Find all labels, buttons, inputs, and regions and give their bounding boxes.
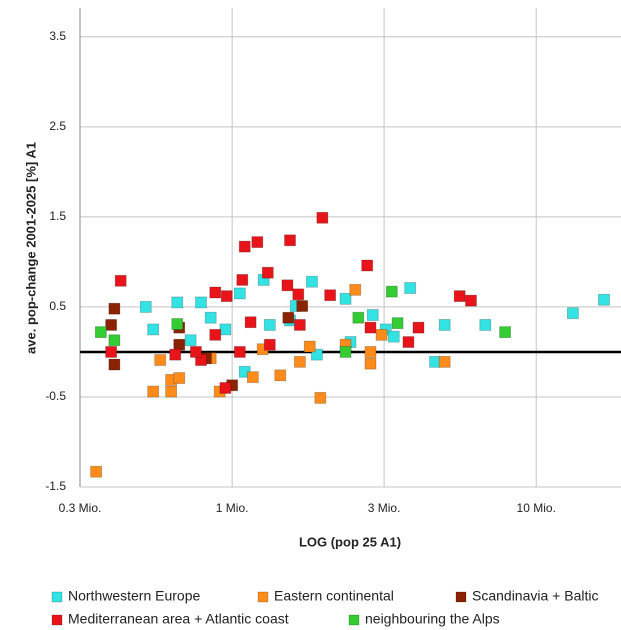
point — [219, 382, 232, 394]
point — [339, 346, 352, 358]
point — [209, 286, 222, 299]
point — [169, 348, 182, 361]
point — [324, 289, 337, 302]
legend-marker — [257, 591, 269, 603]
point — [139, 301, 152, 313]
point — [385, 285, 398, 298]
point — [147, 385, 160, 398]
legend-label: Northwestern Europe — [68, 588, 201, 604]
point — [281, 279, 294, 292]
point — [108, 358, 121, 371]
point — [284, 234, 296, 247]
point — [195, 296, 207, 309]
point — [233, 287, 246, 300]
point — [438, 319, 451, 331]
point — [209, 328, 222, 341]
point — [402, 336, 415, 348]
point — [282, 311, 295, 324]
point — [173, 372, 186, 384]
point — [387, 330, 400, 343]
x-axis-title: LOG (pop 25 A1) — [299, 534, 401, 549]
point — [244, 316, 257, 329]
point — [566, 307, 579, 320]
point — [465, 294, 477, 307]
point — [352, 311, 365, 324]
point — [261, 266, 274, 279]
point — [219, 323, 232, 336]
legend-marker — [348, 614, 360, 626]
point — [366, 309, 379, 321]
point — [292, 288, 305, 301]
point — [184, 334, 197, 347]
point — [339, 292, 352, 305]
point — [391, 317, 404, 330]
point — [108, 334, 121, 347]
legend-marker — [455, 591, 467, 603]
point — [314, 391, 327, 404]
point — [293, 355, 306, 368]
point — [90, 465, 103, 478]
legend-label: neighbouring the Alps — [365, 611, 500, 627]
point — [404, 282, 417, 294]
y-tick-label: 3.5 — [49, 29, 66, 43]
point — [165, 385, 178, 398]
point — [171, 296, 184, 309]
x-tick-label: 1 Mio. — [216, 501, 249, 515]
point — [236, 274, 249, 286]
x-tick-label: 0.3 Mio. — [59, 501, 102, 515]
point — [296, 300, 309, 312]
point — [238, 240, 251, 253]
x-tick-label: 10 Mio. — [517, 501, 556, 515]
legend-marker — [51, 614, 63, 626]
point — [453, 290, 466, 303]
point — [349, 283, 362, 296]
y-tick-label: -0.5 — [45, 389, 66, 403]
x-tick-label: 3 Mio. — [368, 501, 401, 515]
point — [364, 346, 377, 358]
point — [412, 321, 425, 334]
point — [189, 346, 202, 358]
point — [263, 338, 276, 351]
legend-label: Eastern continental — [274, 588, 394, 604]
point — [438, 355, 451, 368]
y-tick-label: -1.5 — [45, 479, 66, 493]
y-axis-title: ave. pop-change 2001-2025 [%] A1 — [23, 142, 38, 354]
point — [94, 326, 107, 339]
point — [364, 357, 377, 370]
point — [316, 211, 329, 224]
point — [499, 326, 512, 339]
point — [171, 318, 184, 330]
legend-label: Mediterranean area + Atlantic coast — [68, 611, 289, 627]
point — [220, 290, 233, 303]
point — [306, 275, 318, 288]
point — [361, 259, 374, 272]
y-tick-label: 0.5 — [49, 299, 66, 313]
y-tick-label: 2.5 — [49, 119, 66, 133]
point — [479, 319, 492, 331]
point — [147, 323, 160, 336]
point — [251, 236, 264, 248]
y-tick-label: 1.5 — [49, 209, 66, 223]
point — [375, 328, 388, 341]
point — [274, 369, 287, 382]
legend-marker — [51, 591, 63, 603]
point — [303, 340, 316, 353]
point — [154, 354, 167, 366]
point — [105, 319, 118, 331]
point — [114, 274, 127, 287]
point — [246, 371, 259, 384]
legend-label: Scandinavia + Baltic — [472, 588, 598, 604]
point — [364, 321, 377, 334]
point — [173, 338, 186, 351]
point — [108, 302, 121, 315]
point — [311, 348, 323, 361]
point — [105, 346, 118, 358]
point — [233, 346, 246, 358]
point — [598, 293, 610, 306]
point — [204, 311, 217, 324]
point — [293, 319, 306, 331]
point — [263, 319, 276, 331]
